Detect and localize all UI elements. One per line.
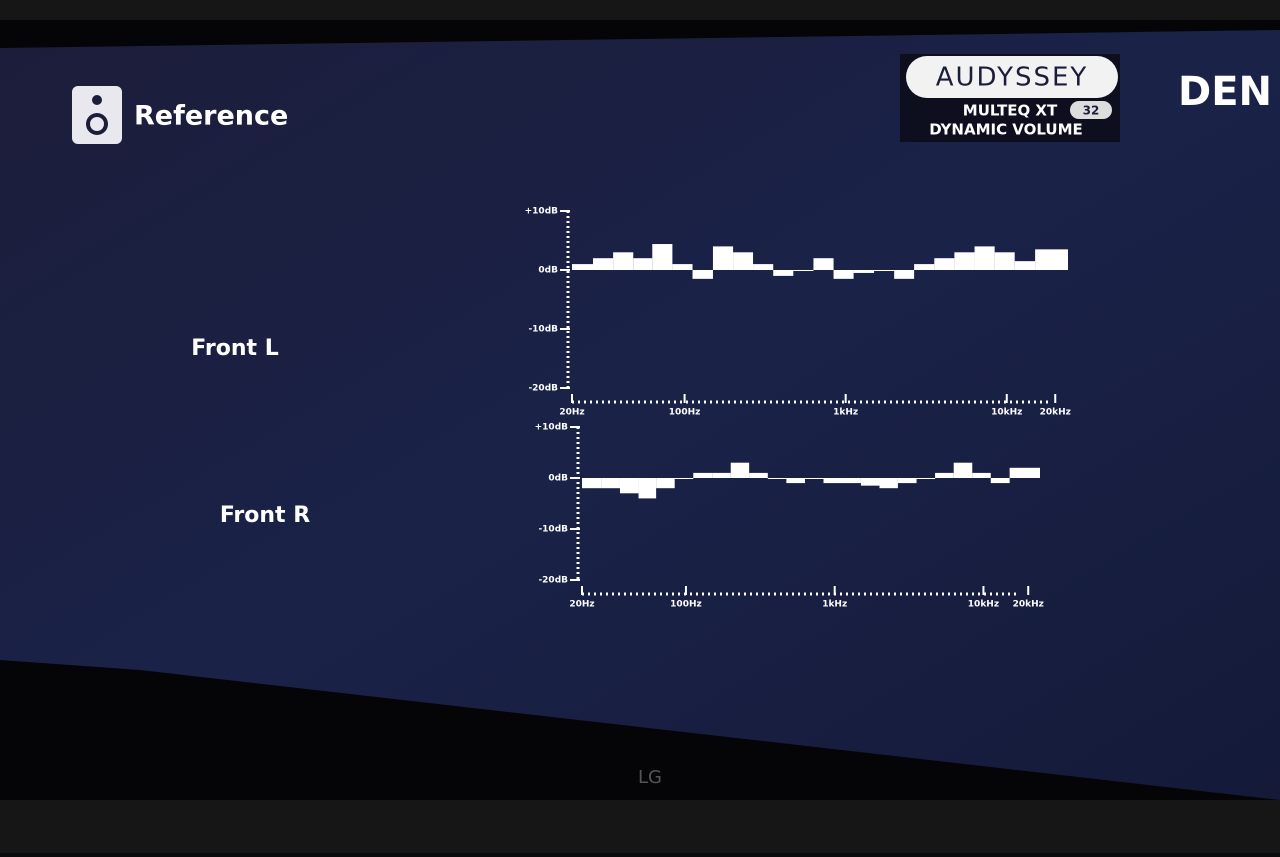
response-bar bbox=[1014, 261, 1036, 270]
response-bar bbox=[674, 478, 694, 479]
channel-label: Front L bbox=[191, 336, 278, 361]
y-tick-label: +10dB bbox=[525, 207, 559, 217]
response-bar bbox=[935, 472, 954, 478]
response-bar bbox=[733, 252, 754, 270]
response-bar bbox=[860, 478, 880, 486]
logo-name: AUDYSSEY bbox=[936, 63, 1089, 93]
response-bar bbox=[712, 472, 731, 478]
response-bar bbox=[652, 244, 673, 270]
response-bar bbox=[853, 270, 875, 273]
response-bar bbox=[619, 478, 639, 494]
response-bar bbox=[786, 478, 805, 484]
response-bar bbox=[879, 478, 898, 489]
y-tick-label: -10dB bbox=[538, 525, 568, 535]
response-bar bbox=[833, 270, 854, 279]
speaker-icon bbox=[72, 86, 122, 144]
x-tick-label: 1kHz bbox=[822, 600, 847, 610]
response-bar bbox=[972, 472, 991, 478]
response-bar bbox=[1009, 467, 1040, 478]
screen-title: Reference bbox=[134, 101, 288, 132]
y-tick-label: -20dB bbox=[528, 384, 558, 394]
response-bar bbox=[897, 478, 917, 484]
response-bar bbox=[730, 462, 750, 478]
audyssey-logo: AUDYSSEY MULTEQ XT 32 DYNAMIC VOLUME bbox=[900, 54, 1120, 142]
response-bar bbox=[954, 252, 975, 270]
response-bar bbox=[753, 264, 774, 270]
response-bar bbox=[914, 264, 935, 270]
response-bar bbox=[974, 246, 995, 270]
tv-brand: LG bbox=[638, 767, 662, 788]
logo-line2: DYNAMIC VOLUME bbox=[929, 121, 1083, 139]
response-bar bbox=[572, 264, 593, 270]
response-bar bbox=[874, 270, 895, 271]
response-bar bbox=[582, 478, 602, 489]
response-bar bbox=[656, 478, 675, 489]
response-bar bbox=[813, 258, 834, 270]
x-tick-label: 20kHz bbox=[1040, 408, 1071, 418]
response-bar bbox=[773, 270, 794, 276]
response-bar bbox=[712, 246, 734, 270]
response-bar bbox=[672, 264, 693, 270]
response-bar bbox=[592, 258, 614, 270]
x-tick-label: 100Hz bbox=[669, 408, 701, 418]
x-tick-label: 100Hz bbox=[670, 600, 702, 610]
response-bar bbox=[894, 270, 915, 279]
y-tick-label: 0dB bbox=[548, 474, 568, 484]
x-tick-label: 20kHz bbox=[1013, 600, 1044, 610]
y-tick-label: -20dB bbox=[538, 576, 568, 586]
response-bar bbox=[793, 270, 814, 271]
response-bar bbox=[934, 258, 955, 270]
response-bar bbox=[916, 478, 936, 479]
x-tick-label: 10kHz bbox=[968, 600, 999, 610]
response-bar bbox=[953, 462, 973, 478]
response-bar bbox=[613, 252, 634, 270]
response-bar bbox=[1035, 249, 1068, 270]
response-bar bbox=[692, 270, 713, 279]
response-bar bbox=[749, 472, 768, 478]
response-bar bbox=[633, 258, 653, 270]
response-bar bbox=[601, 478, 620, 489]
response-bar bbox=[990, 478, 1010, 484]
response-bar bbox=[767, 478, 787, 479]
y-tick-label: +10dB bbox=[535, 423, 569, 433]
x-tick-label: 20Hz bbox=[559, 408, 584, 418]
y-tick-label: 0dB bbox=[538, 266, 558, 276]
response-bar bbox=[994, 252, 1015, 270]
response-bar bbox=[842, 478, 861, 484]
logo-line1: MULTEQ XT bbox=[963, 102, 1058, 120]
response-bar bbox=[693, 472, 713, 478]
x-tick-label: 1kHz bbox=[833, 408, 858, 418]
channel-label: Front R bbox=[220, 503, 310, 528]
response-bar bbox=[638, 478, 657, 499]
x-tick-label: 20Hz bbox=[569, 600, 594, 610]
brand: DEN bbox=[1178, 69, 1272, 115]
logo-badge: 32 bbox=[1083, 104, 1100, 118]
x-tick-label: 10kHz bbox=[991, 408, 1022, 418]
response-bar bbox=[823, 478, 843, 484]
screen bbox=[0, 30, 1280, 800]
y-tick-label: -10dB bbox=[528, 325, 558, 335]
response-bar bbox=[804, 478, 824, 479]
